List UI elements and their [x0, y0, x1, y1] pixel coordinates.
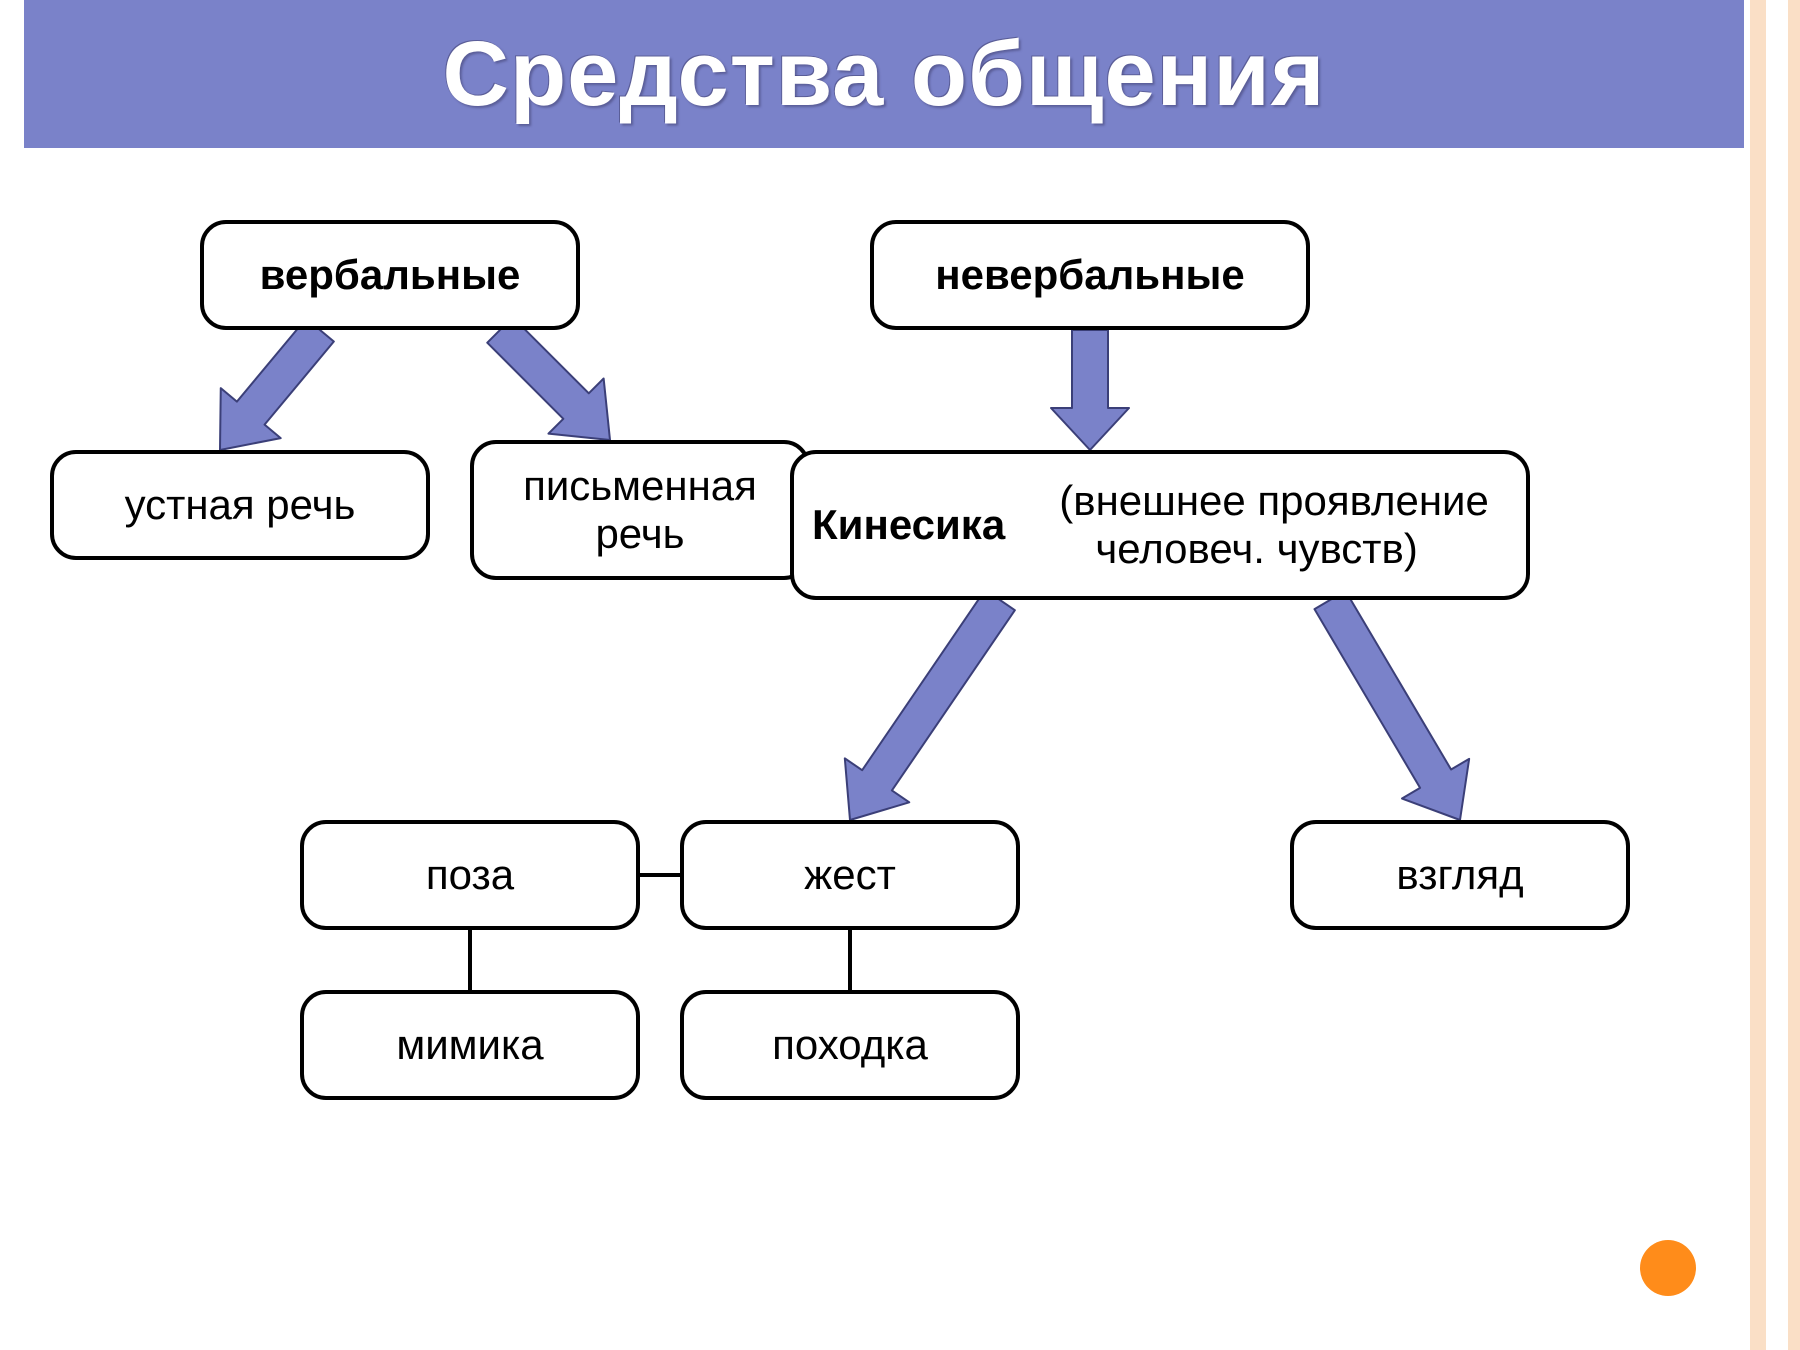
- node-mimic: мимика: [300, 990, 640, 1100]
- node-gesture: жест: [680, 820, 1020, 930]
- title-bar: Средства общения: [24, 0, 1744, 148]
- arrow-verbal-written: [487, 317, 610, 440]
- node-gait: походка: [680, 990, 1020, 1100]
- node-written: письменная речь: [470, 440, 810, 580]
- page-title: Средства общения: [443, 22, 1326, 127]
- node-pose: поза: [300, 820, 640, 930]
- arrow-layer: [0, 160, 1800, 1350]
- node-nonverbal: невербальные: [870, 220, 1310, 330]
- node-kinesics: Кинесика (внешнее проявление человеч. чу…: [790, 450, 1530, 600]
- arrow-verbal-oral: [220, 318, 334, 450]
- bullet-dot: [1640, 1240, 1696, 1296]
- node-gaze: взгляд: [1290, 820, 1630, 930]
- node-oral: устная речь: [50, 450, 430, 560]
- diagram-stage: вербальные невербальные устная речь письмен…: [0, 160, 1800, 1350]
- arrow-kinesics-gesture: [845, 590, 1015, 820]
- arrow-kinesics-gaze: [1315, 591, 1470, 820]
- node-verbal: вербальные: [200, 220, 580, 330]
- arrow-nonverbal-kinesics: [1051, 330, 1129, 450]
